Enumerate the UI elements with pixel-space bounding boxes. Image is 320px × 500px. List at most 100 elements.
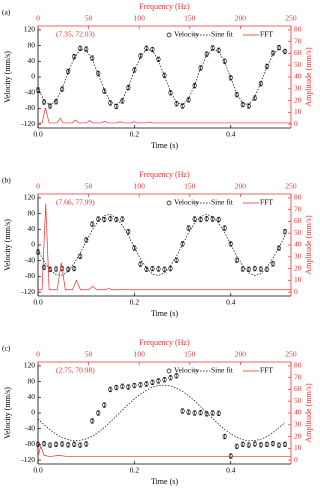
sine-fit-line bbox=[37, 214, 286, 276]
velocity-point bbox=[180, 241, 185, 246]
velocity-point bbox=[270, 50, 276, 56]
y2-tick-label: 80 bbox=[294, 25, 302, 34]
y2-tick-label: 40 bbox=[294, 240, 302, 249]
sine-fit-line bbox=[37, 384, 286, 442]
velocity-point bbox=[216, 411, 221, 416]
legend-label: Sine fit bbox=[211, 198, 234, 207]
velocity-point bbox=[126, 229, 131, 234]
panel-label: (a) bbox=[2, 8, 11, 17]
velocity-point bbox=[120, 98, 125, 104]
velocity-point bbox=[138, 382, 143, 387]
x2-tick-label: 200 bbox=[235, 350, 247, 359]
legend-marker bbox=[166, 368, 172, 374]
velocity-point bbox=[180, 408, 185, 414]
x2-tick-label: 100 bbox=[134, 182, 146, 191]
velocity-point bbox=[150, 266, 155, 271]
velocity-point bbox=[234, 444, 239, 449]
y-tick-label: 120 bbox=[24, 25, 36, 34]
velocity-point bbox=[59, 87, 65, 92]
x2-tick-label: 50 bbox=[85, 182, 93, 191]
y2-tick-label: 50 bbox=[294, 60, 302, 69]
x2-tick-label: 200 bbox=[235, 14, 247, 23]
y2-tick-label: 80 bbox=[294, 361, 302, 370]
velocity-point bbox=[108, 387, 113, 392]
y2-tick-label: 20 bbox=[294, 95, 302, 104]
y2-tick-label: 30 bbox=[294, 83, 302, 92]
velocity-point bbox=[222, 434, 227, 439]
y-tick-label: -120 bbox=[21, 287, 35, 296]
velocity-point bbox=[53, 442, 59, 447]
velocity-point bbox=[102, 89, 107, 94]
velocity-point bbox=[84, 441, 89, 447]
velocity-point bbox=[276, 45, 282, 50]
velocity-point bbox=[240, 266, 245, 272]
velocity-point bbox=[59, 441, 65, 447]
y-tick-label: 40 bbox=[28, 392, 36, 401]
velocity-point bbox=[198, 410, 203, 415]
velocity-point bbox=[114, 104, 119, 109]
y-tick-label: -80 bbox=[25, 103, 35, 112]
y2-tick-label: 0 bbox=[294, 455, 298, 464]
velocity-point bbox=[252, 266, 257, 271]
legend-marker bbox=[166, 32, 172, 38]
velocity-point bbox=[144, 46, 149, 51]
velocity-point bbox=[234, 258, 239, 263]
y2-tick-label: 50 bbox=[294, 228, 302, 237]
x2-tick-label: 50 bbox=[85, 350, 93, 359]
x2-tick-label: 200 bbox=[235, 182, 247, 191]
velocity-point bbox=[204, 52, 209, 57]
legend-label: FFT bbox=[260, 366, 273, 375]
y2-axis-title: Amplitude (mm/s) bbox=[304, 383, 313, 443]
velocity-point bbox=[126, 385, 131, 390]
velocity-point bbox=[228, 75, 233, 80]
velocity-point bbox=[192, 83, 197, 88]
velocity-point bbox=[53, 99, 59, 104]
legend-label: FFT bbox=[260, 198, 273, 207]
y2-tick-label: 60 bbox=[294, 384, 302, 393]
y-tick-label: -120 bbox=[21, 119, 35, 128]
velocity-point bbox=[132, 246, 137, 251]
velocity-point bbox=[282, 229, 288, 234]
y-tick-label: -40 bbox=[25, 423, 35, 432]
y-tick-label: -120 bbox=[21, 455, 35, 464]
velocity-point bbox=[102, 403, 107, 408]
velocity-point bbox=[168, 90, 173, 95]
velocity-point bbox=[216, 217, 221, 222]
y-tick-label: -40 bbox=[25, 255, 35, 264]
y2-tick-label: 10 bbox=[294, 443, 302, 452]
velocity-point bbox=[53, 266, 59, 272]
legend-marker bbox=[166, 200, 172, 206]
x-tick-label: 0.0 bbox=[33, 130, 43, 139]
velocity-point bbox=[120, 217, 125, 222]
velocity-point bbox=[66, 267, 71, 272]
y2-tick-label: 50 bbox=[294, 396, 302, 405]
y-tick-label: 0 bbox=[31, 240, 35, 249]
velocity-point bbox=[246, 103, 251, 109]
velocity-point bbox=[168, 266, 173, 271]
fft-line bbox=[37, 444, 291, 457]
velocity-point bbox=[90, 222, 95, 227]
velocity-point bbox=[47, 443, 53, 448]
velocity-point bbox=[66, 442, 71, 447]
legend-label: Velocity bbox=[174, 366, 199, 375]
velocity-point bbox=[47, 103, 53, 109]
legend-label: FFT bbox=[260, 30, 273, 39]
y-tick-label: 80 bbox=[28, 40, 36, 49]
velocity-point bbox=[72, 266, 77, 271]
y2-tick-label: 20 bbox=[294, 431, 302, 440]
velocity-point bbox=[72, 442, 77, 447]
velocity-point bbox=[144, 267, 149, 272]
x2-axis-title: Frequency (Hz) bbox=[139, 170, 190, 179]
y2-tick-label: 40 bbox=[294, 408, 302, 417]
velocity-point bbox=[192, 217, 197, 222]
velocity-point bbox=[258, 81, 263, 86]
velocity-point bbox=[156, 266, 161, 272]
x-tick-label: 0.4 bbox=[226, 298, 236, 307]
x2-tick-label: 250 bbox=[285, 182, 297, 191]
y-tick-label: 120 bbox=[24, 193, 36, 202]
velocity-point bbox=[108, 216, 113, 221]
velocity-point bbox=[264, 442, 270, 447]
x-tick-label: 0.0 bbox=[33, 298, 43, 307]
x-axis-title: Time (s) bbox=[151, 477, 178, 486]
legend-label: Sine fit bbox=[211, 30, 234, 39]
